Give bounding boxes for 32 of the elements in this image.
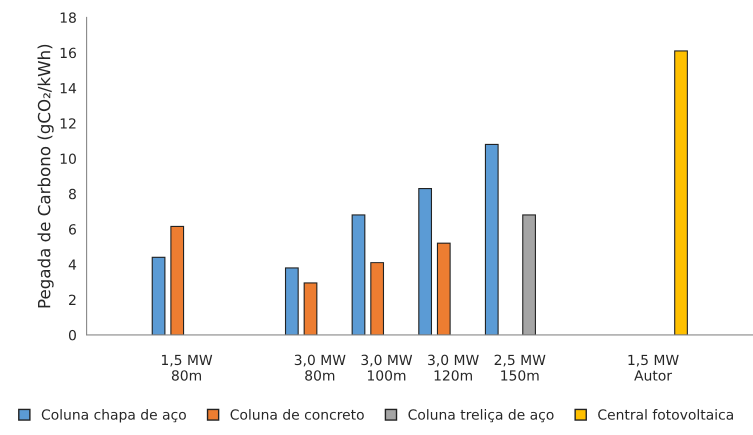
bar	[170, 226, 184, 335]
legend-label: Central fotovoltaica	[598, 409, 733, 420]
bar	[522, 214, 536, 335]
legend-label: Coluna de concreto	[230, 409, 364, 420]
y-tick-label: 18	[60, 12, 76, 23]
bar	[284, 267, 299, 335]
x-tick-label: 2,5 MW 150m	[494, 354, 546, 381]
x-tick-label: 1,5 MW 80m	[162, 354, 212, 381]
y-tick-label: 6	[69, 224, 76, 235]
y-tick-label: 12	[60, 118, 76, 129]
y-tick-label: 4	[68, 260, 76, 270]
legend-label: Coluna treliça de aço	[408, 409, 554, 422]
bar	[370, 262, 384, 335]
y-tick-label: 16	[60, 48, 76, 58]
bar	[152, 256, 166, 335]
bar	[674, 50, 688, 335]
bar	[436, 242, 451, 335]
y-tick-label: 10	[60, 154, 76, 164]
y-tick-label: 8	[68, 188, 76, 200]
y-tick-label: 14	[60, 83, 76, 94]
y-axis-title: Pegada de Carbono (gCO₂/kWh)	[38, 44, 54, 308]
legend-label: Coluna chapa de aço	[42, 409, 186, 422]
x-tick-label: 3,0 MW 80m	[294, 354, 346, 381]
y-tick-label: 0	[68, 330, 76, 340]
bar	[352, 214, 366, 335]
y-tick-label: 2	[69, 294, 76, 305]
x-tick-label: 1,5 MW Autor	[628, 354, 679, 381]
bar	[304, 282, 318, 335]
x-tick-label: 3,0 MW 100m	[361, 354, 412, 381]
bar	[484, 144, 499, 335]
bar	[418, 188, 432, 335]
x-tick-label: 3,0 MW 120m	[428, 354, 479, 381]
